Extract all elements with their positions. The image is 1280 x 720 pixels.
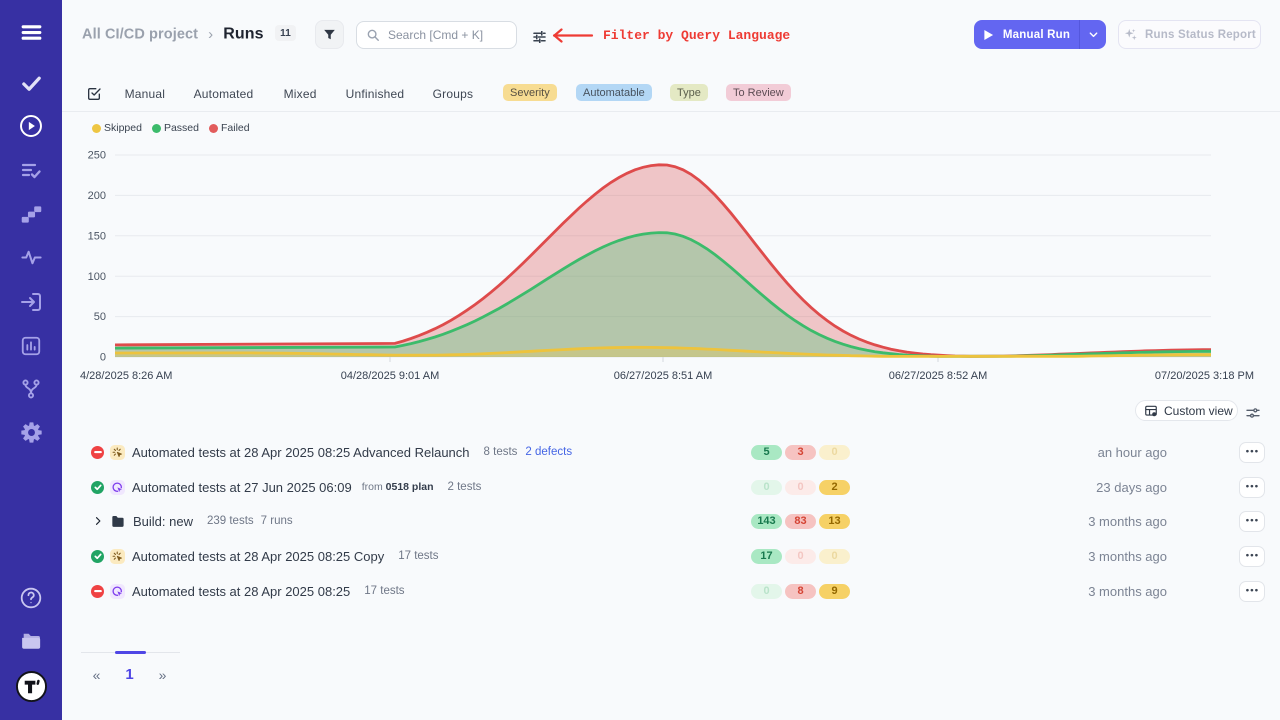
svg-text:04/28/2025 9:01 AM: 04/28/2025 9:01 AM bbox=[341, 370, 439, 382]
svg-text:07/20/2025 3:18 PM: 07/20/2025 3:18 PM bbox=[1155, 370, 1254, 382]
svg-text:0: 0 bbox=[100, 352, 106, 364]
svg-text:200: 200 bbox=[88, 190, 106, 202]
svg-text:50: 50 bbox=[94, 311, 106, 323]
svg-text:06/27/2025 8:51 AM: 06/27/2025 8:51 AM bbox=[614, 370, 712, 382]
svg-text:100: 100 bbox=[88, 271, 106, 283]
svg-text:4/28/2025 8:26 AM: 4/28/2025 8:26 AM bbox=[80, 370, 172, 382]
svg-text:250: 250 bbox=[88, 150, 106, 162]
svg-text:06/27/2025 8:52 AM: 06/27/2025 8:52 AM bbox=[889, 370, 987, 382]
svg-text:150: 150 bbox=[88, 230, 106, 242]
